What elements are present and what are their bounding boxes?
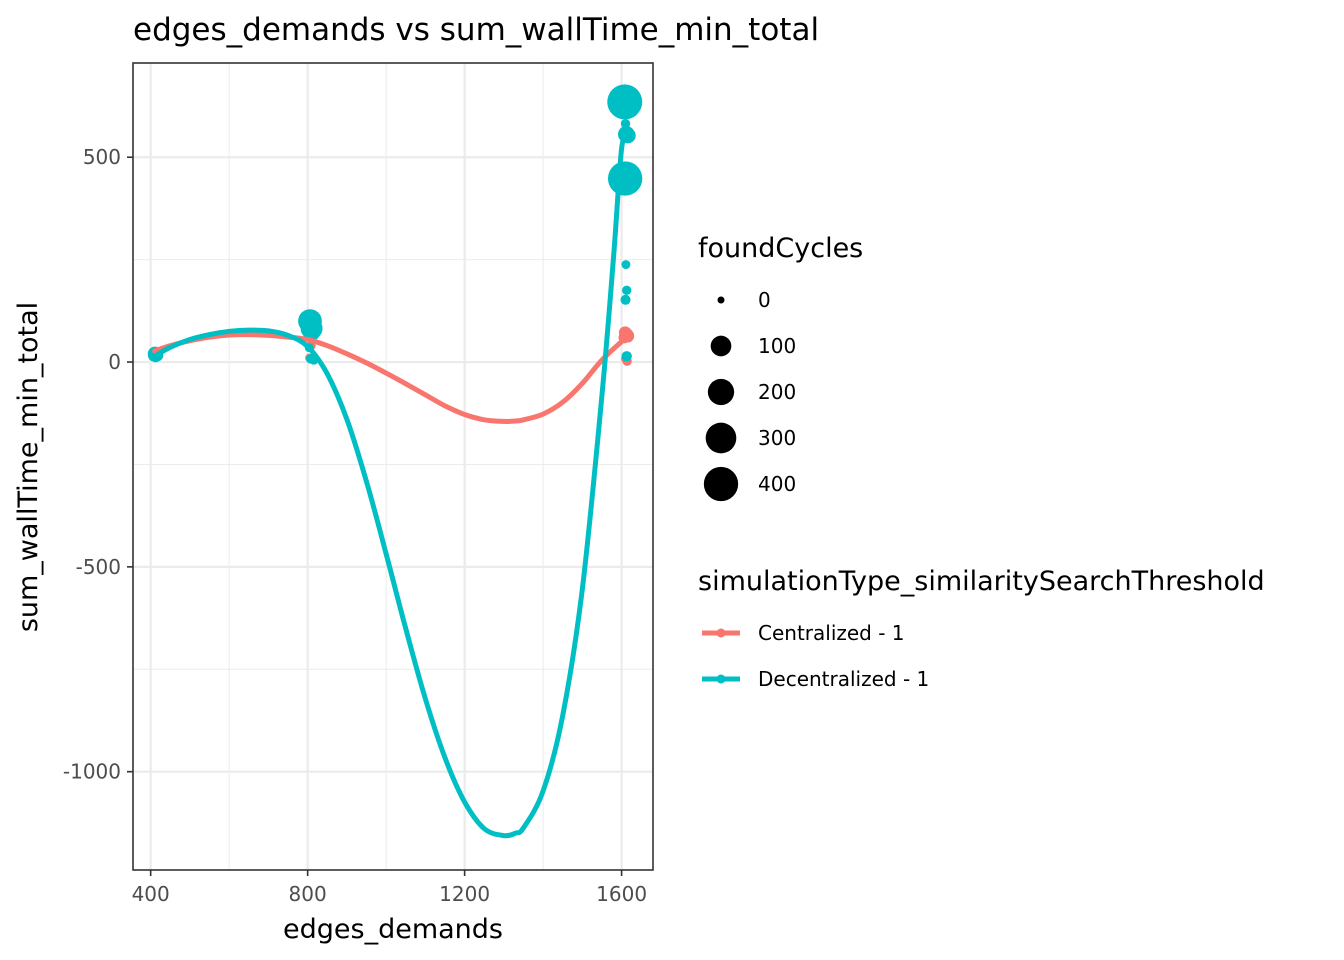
color-legend-label: Centralized - 1 xyxy=(758,621,905,645)
size-legend-label: 300 xyxy=(758,426,796,450)
size-legend-label: 100 xyxy=(758,334,796,358)
data-point xyxy=(622,285,632,296)
color-legend-dot xyxy=(716,674,726,684)
y-axis-title: sum_wallTime_min_total xyxy=(13,302,44,632)
size-legend-key xyxy=(703,466,739,502)
smooth-curve xyxy=(152,332,630,424)
chart-title: edges_demands vs sum_wallTime_min_total xyxy=(133,12,819,48)
x-tick-label: 800 xyxy=(289,882,327,906)
size-legend-key xyxy=(707,378,735,406)
y-tick-label: 0 xyxy=(108,350,121,374)
x-tick-label: 1200 xyxy=(439,882,490,906)
color-legend-title: simulationType_similaritySearchThreshold xyxy=(698,566,1265,597)
data-point xyxy=(607,161,643,196)
data-point xyxy=(607,84,643,120)
y-tick-label: -500 xyxy=(76,555,121,579)
x-tick-label: 1600 xyxy=(596,882,647,906)
y-tick-label: -1000 xyxy=(63,760,121,784)
color-legend: simulationType_similaritySearchThreshold… xyxy=(698,566,1265,691)
data-point xyxy=(620,294,631,305)
plot-border xyxy=(132,62,654,871)
size-legend-key xyxy=(710,335,732,357)
smooth-curve xyxy=(152,134,630,839)
size-legend-label: 200 xyxy=(758,380,796,404)
size-legend-title: foundCycles xyxy=(698,233,863,264)
size-legend-key xyxy=(705,422,737,454)
x-axis-title: edges_demands xyxy=(283,914,503,945)
plot-panel xyxy=(133,63,653,870)
x-axis: 400 800 1200 1600 xyxy=(132,870,647,906)
color-legend-label: Decentralized - 1 xyxy=(758,667,929,691)
x-tick-label: 400 xyxy=(132,882,170,906)
size-legend: foundCycles 0 100 200 300 400 xyxy=(698,233,863,502)
data-point xyxy=(304,324,321,341)
data-point xyxy=(621,260,631,270)
size-legend-label: 0 xyxy=(758,288,771,312)
size-legend-key xyxy=(717,296,725,304)
curves-layer xyxy=(152,134,630,839)
y-tick-label: 500 xyxy=(83,145,121,169)
data-point xyxy=(620,118,631,129)
grid-major xyxy=(133,63,653,870)
grid-minor xyxy=(133,63,653,870)
y-axis: -1000 -500 0 500 xyxy=(63,145,133,784)
size-legend-label: 400 xyxy=(758,472,796,496)
color-legend-dot xyxy=(716,628,726,638)
data-point xyxy=(621,351,632,362)
